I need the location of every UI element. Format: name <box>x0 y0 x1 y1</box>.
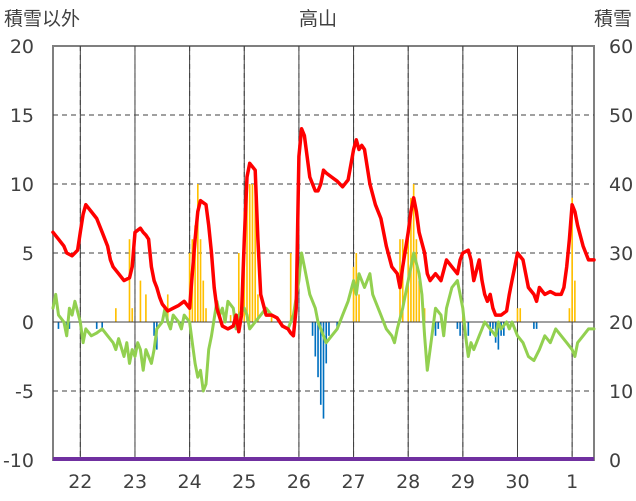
snowfall-bar <box>516 308 519 322</box>
snowfall-bar <box>492 322 494 329</box>
right-axis-label: 積雪 <box>594 8 632 30</box>
snowfall-bar <box>456 322 459 329</box>
left-tick-label: 5 <box>22 243 34 265</box>
snowfall-bar <box>574 280 576 322</box>
snowfall-bar <box>248 184 251 322</box>
snowfall-bar <box>317 322 319 378</box>
snowfall-bar <box>314 322 317 357</box>
snowfall-bar <box>358 294 360 322</box>
snowfall-bar <box>270 315 273 322</box>
left-tick-label: -5 <box>15 381 34 403</box>
x-tick-label: 26 <box>287 471 311 493</box>
snowfall-bar <box>571 197 573 322</box>
x-ticks: 22 23 24 25 26 27 28 29 30 1 <box>68 471 578 493</box>
snowfall-bar <box>205 308 207 322</box>
snowfall-bar <box>128 239 131 322</box>
snowfall-bar <box>246 184 248 322</box>
snowfall-bar <box>229 315 232 322</box>
right-tick-label: 60 <box>609 36 633 58</box>
snowfall-bar <box>139 280 142 322</box>
snowfall-bar <box>145 294 147 322</box>
snowfall-bar <box>352 266 355 322</box>
snowfall-bar <box>319 322 322 405</box>
left-tick-label: 10 <box>10 174 34 196</box>
snowfall-bar <box>57 322 60 329</box>
x-tick-label: 25 <box>232 471 256 493</box>
snowfall-bars <box>57 184 576 419</box>
snowfall-bar <box>153 322 155 336</box>
snowfall-bar <box>196 184 199 322</box>
right-tick-label: 50 <box>609 105 633 127</box>
snow-depth-line <box>51 251 596 393</box>
x-tick-label: 30 <box>505 471 529 493</box>
x-tick-label: 23 <box>123 471 147 493</box>
snowfall-bar <box>437 322 440 329</box>
snowfall-bar <box>194 225 196 322</box>
snowfall-bar <box>202 280 205 322</box>
right-tick-label: 0 <box>609 450 621 472</box>
snowfall-bar <box>497 322 500 350</box>
snowfall-bar <box>519 308 522 322</box>
snowfall-bar <box>237 253 240 322</box>
snowfall-bar <box>131 308 134 322</box>
x-tick-label: 27 <box>341 471 365 493</box>
x-tick-label: 29 <box>451 471 475 493</box>
left-tick-label: 20 <box>10 36 34 58</box>
x-tick-label: 28 <box>396 471 420 493</box>
x-tick-label: 22 <box>68 471 92 493</box>
temperature-line <box>51 127 596 338</box>
snowfall-bar <box>418 280 420 322</box>
left-tick-label: 15 <box>10 105 34 127</box>
snowfall-bar <box>254 184 257 322</box>
snowfall-bar <box>322 322 325 419</box>
x-tick-label: 24 <box>178 471 202 493</box>
snowfall-bar <box>533 322 535 329</box>
left-tick-label: 0 <box>22 312 34 334</box>
left-tick-label: -10 <box>3 450 34 472</box>
right-tick-label: 30 <box>609 243 633 265</box>
right-tick-label: 40 <box>609 174 633 196</box>
right-tick-label: 10 <box>609 381 633 403</box>
snowfall-bar <box>415 239 418 322</box>
snowfall-bar <box>101 322 104 329</box>
left-ticks: 20 15 10 5 0 -5 -10 <box>3 36 34 472</box>
right-tick-label: 20 <box>609 312 633 334</box>
snowfall-bar <box>289 253 292 322</box>
snowfall-bar <box>568 308 571 322</box>
snowfall-bar <box>95 322 98 329</box>
snowfall-bar <box>434 322 437 336</box>
right-ticks: 60 50 40 30 20 10 0 <box>609 36 633 472</box>
snowfall-bar <box>328 322 330 336</box>
snowfall-bar <box>68 322 71 329</box>
chart-title: 高山 <box>299 8 337 30</box>
left-axis-label: 積雪以外 <box>4 8 80 30</box>
snowfall-bar <box>199 239 202 322</box>
snowfall-bar <box>503 322 505 336</box>
snowfall-bar <box>459 322 461 336</box>
snowfall-bar <box>311 322 314 336</box>
snowfall-bar <box>251 184 254 322</box>
x-tick-label: 1 <box>566 471 578 493</box>
snowfall-bar <box>257 294 259 322</box>
snowfall-bar <box>535 322 538 329</box>
snowfall-bar <box>115 308 117 322</box>
series-lines <box>51 127 596 393</box>
snowfall-bar <box>401 239 404 322</box>
snowfall-bar <box>467 322 470 336</box>
